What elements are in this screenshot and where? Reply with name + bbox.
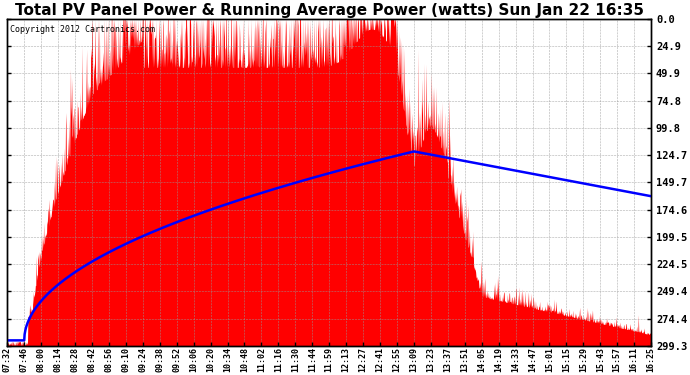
Text: Copyright 2012 Cartronics.com: Copyright 2012 Cartronics.com (10, 26, 155, 34)
Title: Total PV Panel Power & Running Average Power (watts) Sun Jan 22 16:35: Total PV Panel Power & Running Average P… (14, 3, 644, 18)
